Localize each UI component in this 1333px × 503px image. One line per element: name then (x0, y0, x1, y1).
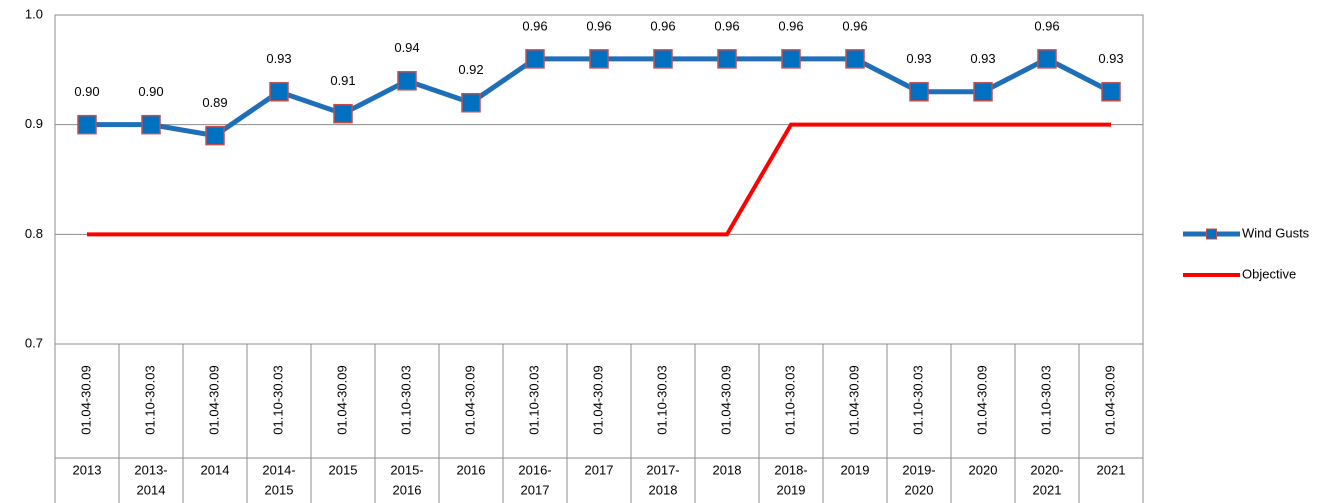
x-group-label: 2020 (905, 482, 934, 497)
data-label: 0.96 (522, 18, 547, 33)
x-group-label: 2019 (777, 482, 806, 497)
data-label: 0.90 (138, 84, 163, 99)
marker (909, 82, 929, 102)
data-label: 0.96 (714, 18, 739, 33)
data-label: 0.89 (202, 95, 227, 110)
x-group-label: 2013- (134, 462, 167, 477)
plot-border (54, 14, 1144, 345)
marker (205, 125, 225, 146)
data-label: 0.96 (1034, 18, 1059, 33)
data-label: 0.93 (1098, 51, 1123, 66)
x-group-label: 2015 (329, 462, 358, 477)
x-group-label: 2016- (518, 462, 551, 477)
data-label: 0.92 (458, 62, 483, 77)
x-group-label: 2017- (646, 462, 679, 477)
x-group-label: 2013 (73, 462, 102, 477)
data-label: 0.91 (330, 73, 355, 88)
y-tick-label: 0.9 (25, 116, 43, 131)
x-group-label: 2016 (457, 462, 486, 477)
data-label: 0.93 (970, 51, 995, 66)
data-label: 0.96 (842, 18, 867, 33)
marker (845, 49, 865, 69)
legend-label: Objective (1242, 266, 1296, 281)
marker (973, 82, 993, 102)
x-tick-label: 01.10-30.03 (142, 365, 157, 434)
marker (1101, 82, 1121, 102)
x-tick-label: 01.04-30.09 (334, 365, 349, 434)
data-label: 0.93 (906, 51, 931, 66)
x-tick-label: 01.04-30.09 (1102, 365, 1117, 434)
data-label: 0.93 (266, 51, 291, 66)
x-tick-label: 01.04-30.09 (78, 365, 93, 434)
x-group-label: 2019 (841, 462, 870, 477)
marker (781, 49, 801, 69)
y-tick-label: 0.7 (25, 335, 43, 350)
marker (461, 92, 481, 113)
x-group-label: 2014 (137, 482, 166, 497)
x-group-label: 2020 (969, 462, 998, 477)
x-tick-label: 01.04-30.09 (974, 365, 989, 434)
x-tick-label: 01.10-30.03 (270, 365, 285, 434)
x-tick-label: 01.10-30.03 (1038, 365, 1053, 434)
x-group-label: 2016 (393, 482, 422, 497)
y-tick-label: 1.0 (25, 6, 43, 21)
x-group-label: 2020- (1030, 462, 1063, 477)
marker (717, 49, 737, 69)
x-group-label: 2018 (649, 482, 678, 497)
x-group-label: 2018 (713, 462, 742, 477)
x-tick-label: 01.04-30.09 (206, 365, 221, 434)
marker (589, 49, 609, 69)
x-group-label: 2021 (1033, 482, 1062, 497)
marker (77, 114, 97, 135)
x-group-label: 2017 (521, 482, 550, 497)
x-tick-label: 01.10-30.03 (526, 365, 541, 434)
data-label: 0.96 (650, 18, 675, 33)
x-tick-label: 01.10-30.03 (910, 365, 925, 434)
x-group-label: 2015 (265, 482, 294, 497)
x-group-label: 2018- (774, 462, 807, 477)
x-tick-label: 01.04-30.09 (462, 365, 477, 434)
x-group-label: 2017 (585, 462, 614, 477)
marker (1037, 49, 1057, 69)
marker (333, 103, 353, 124)
legend-marker (1206, 228, 1217, 240)
x-tick-label: 01.04-30.09 (846, 365, 861, 434)
marker (525, 49, 545, 69)
data-label: 0.96 (586, 18, 611, 33)
y-tick-label: 0.8 (25, 226, 43, 241)
marker (653, 49, 673, 69)
marker (397, 71, 417, 91)
x-group-label: 2014 (201, 462, 230, 477)
legend-label: Wind Gusts (1242, 225, 1310, 240)
objective-line (87, 122, 1111, 237)
x-tick-label: 01.04-30.09 (718, 365, 733, 434)
x-tick-label: 01.10-30.03 (398, 365, 413, 434)
marker (269, 82, 289, 102)
x-group-label: 2014- (262, 462, 295, 477)
data-label: 0.90 (74, 84, 99, 99)
marker (141, 114, 161, 135)
x-group-label: 2019- (902, 462, 935, 477)
x-tick-label: 01.10-30.03 (782, 365, 797, 434)
x-group-label: 2015- (390, 462, 423, 477)
x-tick-label: 01.10-30.03 (654, 365, 669, 434)
data-label: 0.96 (778, 18, 803, 33)
x-tick-label: 01.04-30.09 (590, 365, 605, 434)
data-label: 0.94 (394, 40, 419, 55)
x-group-label: 2021 (1097, 462, 1126, 477)
